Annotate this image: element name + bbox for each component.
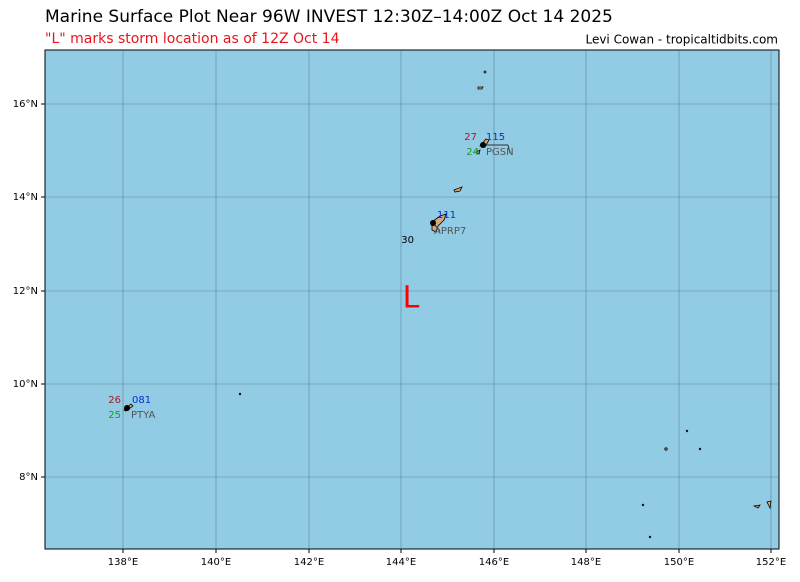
islet [238, 392, 242, 396]
observations: L PGSN 27 115 24 APRP7 111 30 PTYA 26 081 25 [108, 132, 513, 421]
lat-label: 10°N [13, 379, 38, 390]
station-pressure: 111 [437, 210, 456, 221]
lon-label: 138°E [108, 557, 138, 568]
islet [685, 429, 689, 433]
islet [477, 86, 484, 90]
lon-label: 146°E [479, 557, 509, 568]
station-temperature: 27 [464, 132, 477, 143]
station-dot [124, 405, 130, 411]
islet [752, 504, 761, 509]
islet [641, 503, 645, 507]
credit: Levi Cowan - tropicaltidbits.com [585, 33, 778, 47]
islet [698, 447, 702, 451]
lon-label: 142°E [294, 557, 324, 568]
title: Marine Surface Plot Near 96W INVEST 12:3… [45, 7, 613, 27]
lat-label: 16°N [13, 99, 38, 110]
station-id: APRP7 [434, 226, 466, 237]
lon-label: 144°E [386, 557, 416, 568]
station-temperature: 30 [401, 235, 414, 246]
islet [648, 535, 652, 539]
tinian [475, 149, 481, 155]
station-id: PTYA [131, 410, 155, 421]
islet [483, 70, 487, 74]
islet [766, 500, 772, 510]
station-pressure: 115 [486, 132, 505, 143]
guam [431, 213, 447, 233]
storm-marker: L [403, 281, 420, 316]
station-dot [480, 142, 486, 148]
lat-label: 12°N [13, 286, 38, 297]
subtitle: "L" marks storm location as of 12Z Oct 1… [45, 31, 340, 47]
wind-barb [507, 144, 511, 154]
graticule: 16°N 14°N 12°N 10°N 8°N 138°E 140°E 142°E 144°E 1… [13, 50, 786, 568]
lon-label: 148°E [571, 557, 601, 568]
station-temperature: 26 [108, 395, 121, 406]
lat-label: 14°N [13, 192, 38, 203]
islet [664, 447, 668, 451]
station-pressure: 081 [132, 395, 151, 406]
station-dewpoint: 24 [466, 147, 479, 158]
station-dewpoint: 25 [108, 410, 121, 421]
lon-label: 150°E [664, 557, 694, 568]
station-dot [430, 220, 436, 226]
station-id: PGSN [486, 147, 514, 158]
lon-label: 140°E [201, 557, 231, 568]
rota [453, 186, 463, 193]
lat-label: 8°N [19, 472, 38, 483]
ocean [44, 49, 780, 550]
lon-label: 152°E [756, 557, 786, 568]
